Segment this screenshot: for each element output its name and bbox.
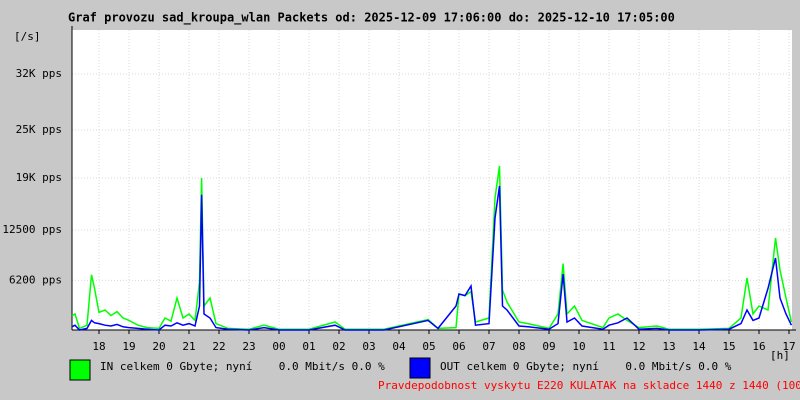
x-tick-label: 05 [422,340,435,353]
y-tick-label: 19K pps [16,171,62,184]
legend-label: OUT celkem 0 Gbyte; nyní 0.0 Mbit/s 0.0 … [440,360,732,373]
x-tick-label: 19 [122,340,135,353]
y-tick-label: 6200 pps [9,273,62,286]
x-tick-label: 04 [392,340,406,353]
legend-swatch [409,357,431,379]
footer-note: Pravdepodobnost vyskytu E220 KULATAK na … [378,379,800,392]
x-tick-label: 14 [692,340,706,353]
series-line [71,185,793,331]
y-tick-label: 25K pps [16,123,62,136]
x-tick-label: 23 [242,340,255,353]
x-tick-label: 10 [572,340,585,353]
x-tick-label: 08 [512,340,525,353]
x-tick-label: 22 [212,340,225,353]
x-tick-label: 16 [752,340,765,353]
x-tick-label: 07 [482,340,495,353]
legend-label: IN celkem 0 Gbyte; nyní 0.0 Mbit/s 0.0 % [100,360,385,373]
x-tick-label: 17 [782,340,795,353]
x-tick-label: 18 [92,340,105,353]
x-tick-label: 15 [722,340,735,353]
x-tick-label: 21 [182,340,195,353]
x-tick-label: 02 [332,340,345,353]
x-tick-label: 00 [272,340,285,353]
series-line [71,165,793,330]
x-tick-label: 12 [632,340,645,353]
x-tick-label: 01 [302,340,315,353]
x-tick-label: 06 [452,340,465,353]
y-tick-label: 32K pps [16,67,62,80]
x-tick-label: 03 [362,340,375,353]
legend-swatch [69,359,91,381]
y-unit: [/s] [14,30,41,43]
x-tick-label: 11 [602,340,615,353]
x-unit: [h] [770,349,790,362]
x-tick-label: 20 [152,340,165,353]
x-tick-label: 13 [662,340,675,353]
plot-area [72,30,792,330]
x-tick-label: 09 [542,340,555,353]
y-tick-label: 12500 pps [2,223,62,236]
chart-title: Graf provozu sad_kroupa_wlan Packets od:… [68,11,675,26]
